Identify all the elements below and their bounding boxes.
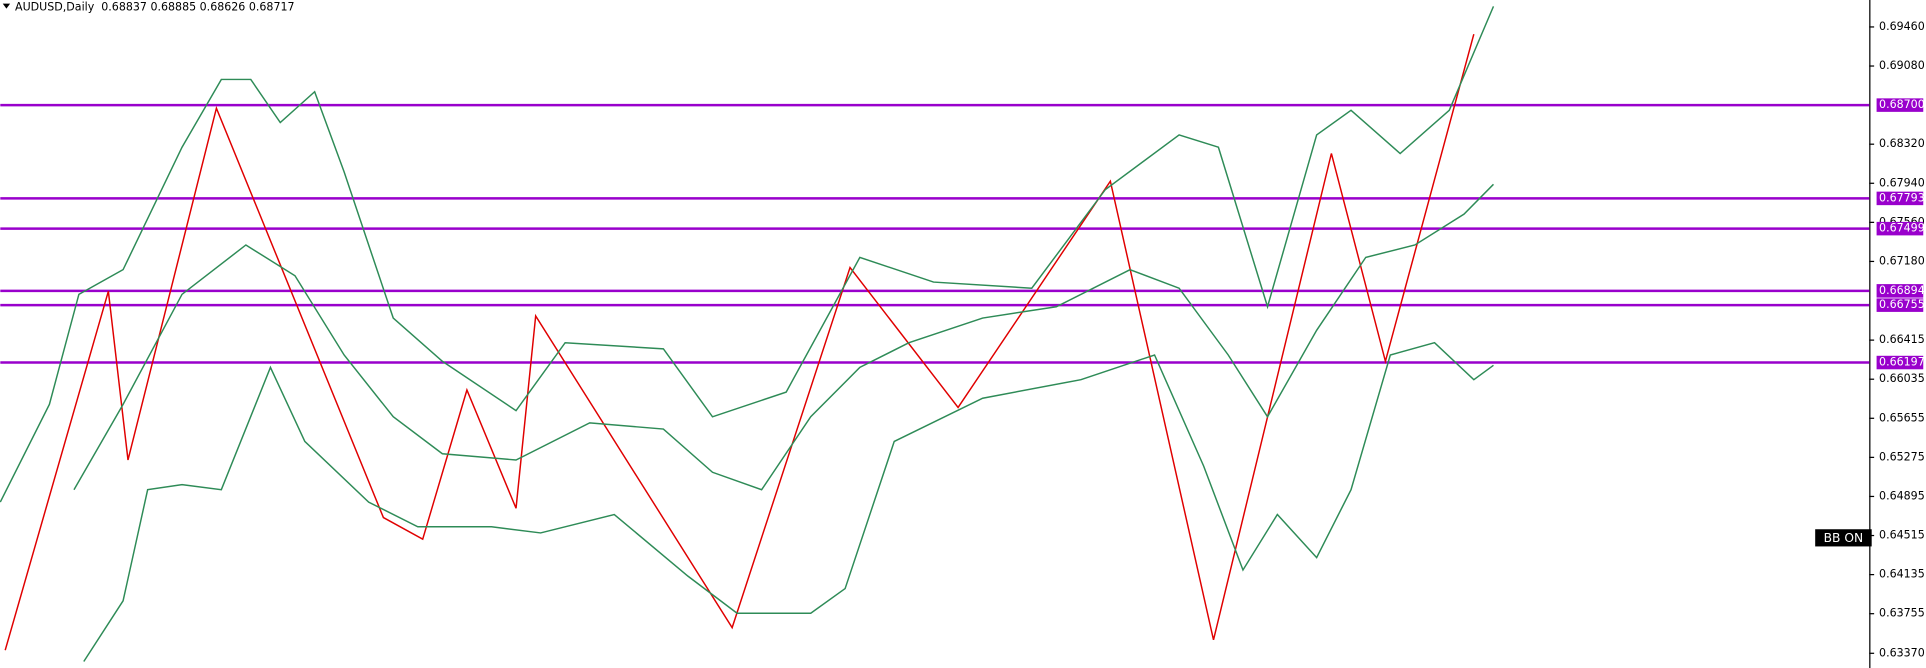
y-tick-label: 0.63755 xyxy=(1879,607,1925,620)
y-tick-label: 0.66415 xyxy=(1879,333,1925,346)
y-tick-label: 0.69460 xyxy=(1879,20,1925,33)
level-label: 0.67499 xyxy=(1879,222,1925,235)
level-label-bg xyxy=(1876,298,1924,312)
y-tick-label: 0.64895 xyxy=(1879,489,1925,502)
chart-title: AUDUSD,Daily 0.68837 0.68885 0.68626 0.6… xyxy=(15,0,295,13)
level-label-bg xyxy=(1876,284,1924,298)
y-tick-label: 0.67180 xyxy=(1879,254,1925,267)
level-label-bg xyxy=(1876,191,1924,206)
y-tick-label: 0.68320 xyxy=(1879,137,1925,150)
y-tick-label: 0.65655 xyxy=(1879,411,1925,424)
level-label: 0.66197 xyxy=(1879,356,1925,369)
level-label-bg xyxy=(1876,98,1924,112)
zigzag-line xyxy=(4,33,1475,651)
level-label-bg xyxy=(1876,221,1924,236)
level-label: 0.68700 xyxy=(1879,98,1925,111)
bb-button-bg[interactable] xyxy=(1815,529,1872,547)
y-tick-label: 0.64135 xyxy=(1879,568,1925,581)
bb-button[interactable]: BB ON xyxy=(1824,531,1864,545)
level-label: 0.66755 xyxy=(1879,298,1925,311)
menu-arrow[interactable] xyxy=(2,3,11,9)
band-line xyxy=(0,6,1495,503)
y-tick-label: 0.63370 xyxy=(1879,646,1925,659)
level-label: 0.66894 xyxy=(1879,284,1925,297)
y-tick-label: 0.69080 xyxy=(1879,59,1925,72)
band-line xyxy=(83,341,1494,662)
y-tick-label: 0.65275 xyxy=(1879,450,1925,463)
y-tick-label: 0.67940 xyxy=(1879,176,1925,189)
y-tick-label: 0.64515 xyxy=(1879,529,1925,542)
y-tick-label: 0.66035 xyxy=(1879,372,1925,385)
band-line xyxy=(73,183,1494,491)
level-label-bg xyxy=(1876,355,1924,370)
level-label: 0.67793 xyxy=(1879,191,1925,204)
